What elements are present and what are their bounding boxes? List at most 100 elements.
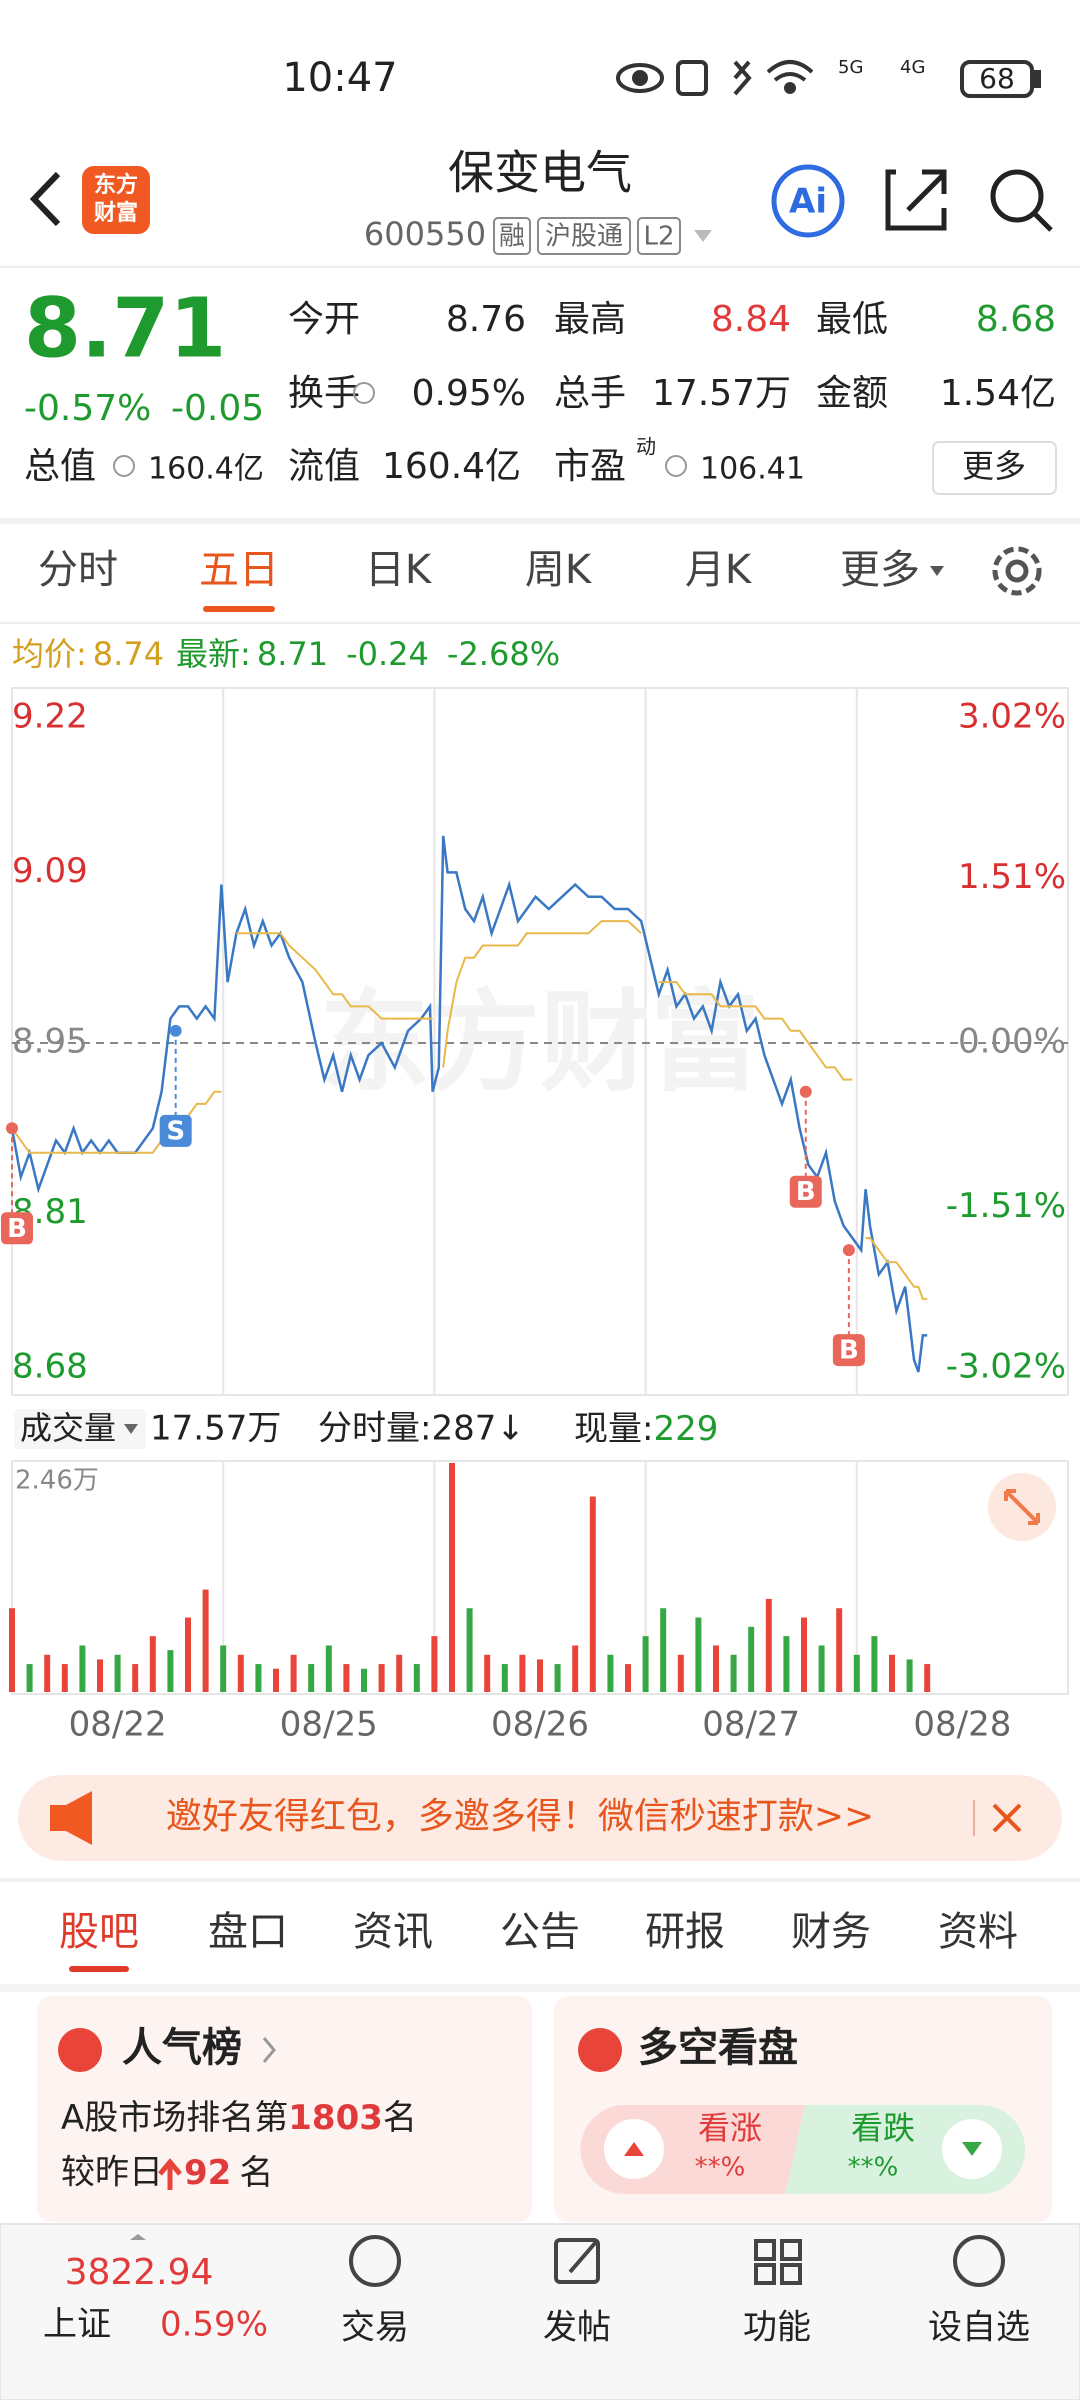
tab[interactable]: 更多 (840, 547, 920, 593)
caret (130, 2234, 146, 2240)
share-button[interactable] (885, 169, 947, 231)
tab[interactable]: 月K (685, 547, 753, 593)
index-name: 上证 (43, 2305, 111, 2345)
section-tab[interactable]: 盘口 (208, 1909, 288, 1955)
y2-tick-label: 1.51% (958, 857, 1066, 897)
divider (0, 1878, 1080, 1882)
marker-point (169, 1024, 182, 1037)
section-tab[interactable]: 财务 (791, 1909, 871, 1955)
x-tick-label: 08/28 (913, 1705, 1011, 1745)
price-line (10, 835, 928, 1373)
card-title: 多空看盘 (638, 2025, 798, 2071)
marker-label: S (166, 1116, 185, 1146)
volume-bar (924, 1664, 931, 1692)
field-label: 金额 (816, 373, 888, 414)
volume-bar (484, 1654, 491, 1692)
popularity-card[interactable] (37, 1996, 532, 2222)
volume-bar (677, 1654, 684, 1692)
logo[interactable] (82, 166, 150, 234)
volume-bar (97, 1659, 103, 1692)
info-icon[interactable] (353, 382, 375, 404)
field-value: 8.76 (446, 299, 526, 340)
volume-bar (413, 1664, 420, 1692)
volume-bar (44, 1654, 51, 1692)
volume-bar (589, 1496, 596, 1692)
rank-line: A股市场排名第1803名 (61, 2098, 417, 2138)
banner[interactable] (18, 1775, 1062, 1861)
field-label: 最高 (554, 299, 626, 340)
expand-button[interactable] (988, 1473, 1056, 1541)
tag: L2 (643, 222, 674, 252)
volume-chart-frame (11, 1460, 1069, 1695)
tab[interactable]: 周K (525, 547, 593, 593)
volume-bar (61, 1664, 68, 1692)
more-button[interactable] (932, 441, 1057, 495)
volume-bar (660, 1608, 667, 1692)
marker-box[interactable] (789, 1175, 822, 1208)
network-label: 4G (900, 57, 925, 78)
x-tick-label: 08/26 (491, 1705, 589, 1745)
volume-bar (836, 1608, 843, 1692)
sentiment-icon (578, 2028, 622, 2072)
tags (493, 217, 712, 255)
tab[interactable]: 五日 (199, 547, 279, 593)
nav-item[interactable]: 发帖 (543, 2308, 611, 2348)
marker-point (842, 1244, 855, 1257)
change-pct: -0.57% (24, 388, 151, 429)
field-label: 市盈 (554, 446, 626, 487)
volume-bar (149, 1636, 156, 1692)
status-icons (616, 60, 1041, 98)
volume-bar (290, 1654, 297, 1692)
nav-item[interactable]: 交易 (341, 2308, 409, 2348)
settings-button[interactable] (992, 546, 1042, 596)
nav-item[interactable]: 设自选 (928, 2308, 1030, 2348)
marker-box[interactable] (832, 1334, 865, 1367)
volume-bar (431, 1636, 438, 1692)
bear-pct: **% (848, 2153, 899, 2183)
field-value: 1.54亿 (940, 373, 1056, 414)
banner-close[interactable] (992, 1803, 1022, 1833)
avg-label: 均价: (12, 635, 87, 673)
divider (0, 518, 1080, 524)
dropdown-caret (930, 566, 944, 576)
info-icon[interactable] (665, 455, 687, 477)
bull-label: 看涨 (698, 2109, 762, 2147)
section-tab[interactable]: 资讯 (353, 1909, 433, 1955)
x-tick-label: 08/25 (280, 1705, 378, 1745)
tab[interactable]: 分时 (38, 547, 118, 593)
up-arrow (158, 2158, 182, 2190)
volume-bar (378, 1664, 385, 1692)
field-value: 0.95% (412, 373, 526, 414)
tab[interactable]: 日K (365, 547, 433, 593)
volume-bar (185, 1617, 191, 1692)
volume-bar (765, 1598, 772, 1692)
battery-level: 68 (979, 62, 1015, 95)
marker-point (799, 1085, 812, 1098)
search-button[interactable] (990, 169, 1053, 232)
section-tab[interactable]: 公告 (500, 1909, 580, 1955)
nav-item[interactable]: 功能 (743, 2308, 811, 2348)
volume-bar (501, 1664, 508, 1692)
y-tick-label: 8.95 (12, 1022, 88, 1062)
section-tab[interactable]: 研报 (645, 1909, 725, 1955)
section-tab[interactable]: 资料 (938, 1909, 1018, 1955)
tick-volume: 分时量:287↓ (318, 1409, 525, 1449)
current-volume: 现量:229 (574, 1409, 718, 1449)
volume-bar (308, 1664, 315, 1692)
volume-selector[interactable] (14, 1409, 146, 1449)
y2-tick-label: -3.02% (946, 1347, 1066, 1387)
volume-bar (801, 1617, 807, 1692)
back-button[interactable] (29, 171, 61, 227)
marker-box[interactable] (159, 1114, 192, 1147)
volume-bar (572, 1645, 579, 1692)
info-icon[interactable] (113, 455, 135, 477)
section-tab[interactable]: 股吧 (59, 1909, 139, 1955)
marker-box[interactable] (1, 1212, 33, 1245)
rank-prefix: A股市场排名第 (61, 2098, 288, 2138)
volume-bar (114, 1654, 121, 1692)
divider (0, 1984, 1080, 1992)
divider (0, 266, 1080, 268)
change-suffix: 名 (239, 2153, 273, 2193)
ai-button[interactable] (771, 164, 845, 238)
